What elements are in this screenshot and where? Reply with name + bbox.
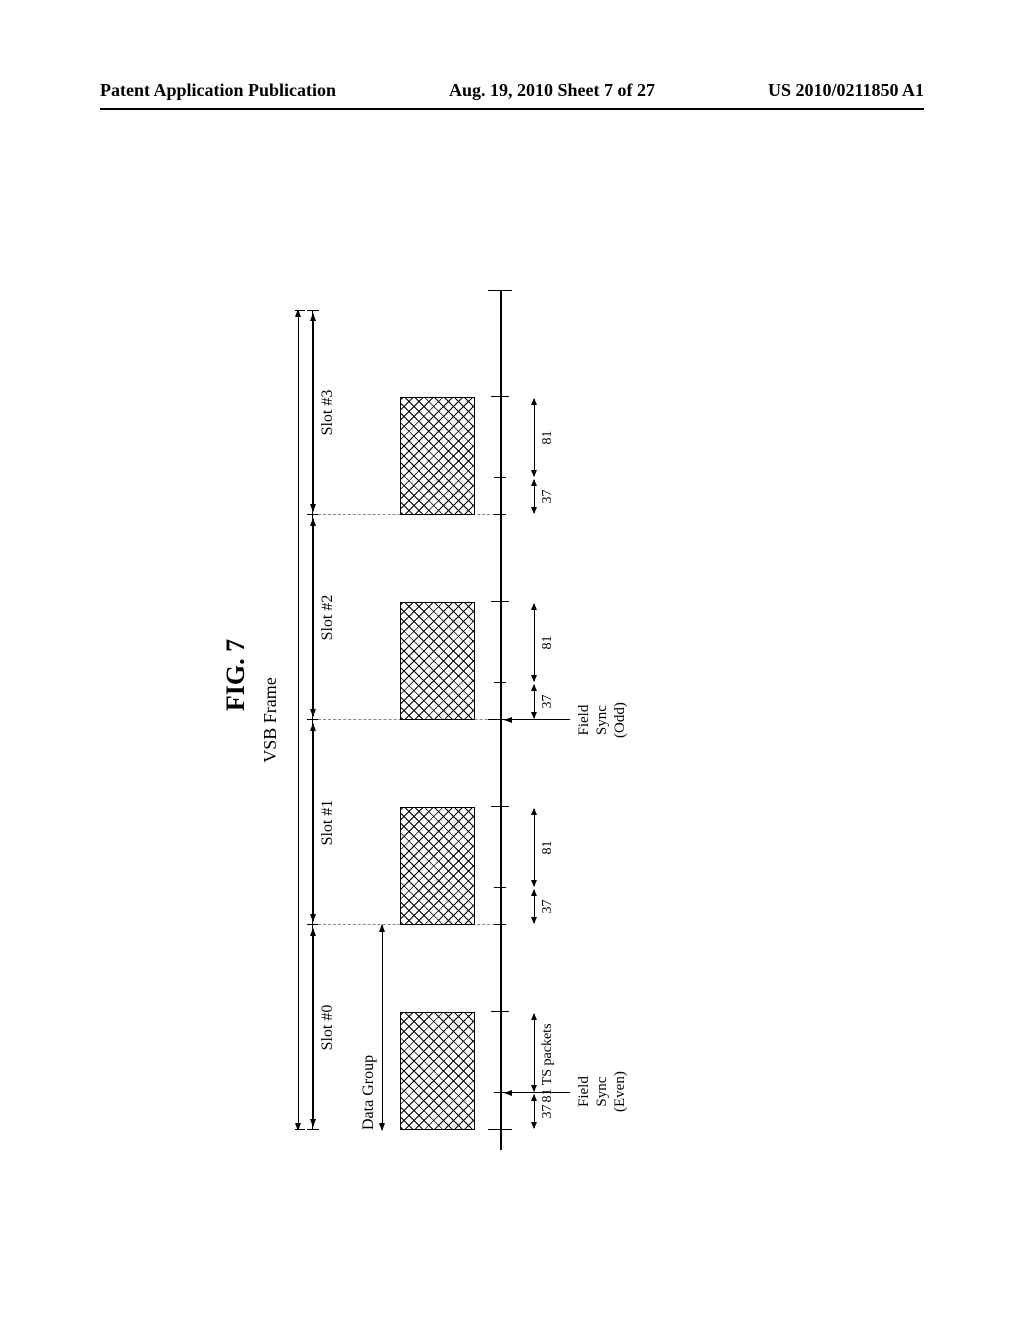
data-block-2 bbox=[400, 602, 475, 720]
dim-label-81-0: 81 TS packets bbox=[540, 1023, 556, 1102]
dim-81-2: 81 bbox=[530, 602, 550, 683]
dim-gap-0 bbox=[530, 925, 550, 1012]
dim-label-81-2: 81 bbox=[540, 636, 556, 650]
gap-1 bbox=[400, 720, 475, 807]
vsb-frame-diagram: VSB Frame Slot #0 Slot #1 Slot #2 bbox=[260, 270, 760, 1170]
vsb-frame-title: VSB Frame bbox=[260, 677, 281, 763]
slot-cell-2: Slot #2 bbox=[312, 515, 340, 720]
dim-gap-1 bbox=[530, 720, 550, 807]
field-sync-even-label: FieldSync(Even) bbox=[575, 1071, 629, 1112]
data-block-3 bbox=[400, 397, 475, 515]
header-center: Aug. 19, 2010 Sheet 7 of 27 bbox=[449, 80, 655, 101]
slot-cell-0: Slot #0 bbox=[312, 925, 340, 1130]
dim-label-37-3: 37 bbox=[540, 490, 556, 504]
gap-2 bbox=[400, 515, 475, 602]
field-sync-odd-arrow bbox=[505, 719, 570, 720]
dim-81-3: 81 bbox=[530, 397, 550, 478]
slot-cell-1: Slot #1 bbox=[312, 720, 340, 925]
data-group-label: Data Group bbox=[360, 1055, 378, 1130]
hatched-row bbox=[400, 310, 475, 1130]
header-right: US 2010/0211850 A1 bbox=[768, 80, 924, 101]
slots-row: Slot #0 Slot #1 Slot #2 Slot #3 bbox=[312, 310, 340, 1130]
field-sync-odd-label: FieldSync(Odd) bbox=[575, 702, 629, 738]
gap-0 bbox=[400, 925, 475, 1012]
slot-label-0: Slot #0 bbox=[319, 1005, 337, 1051]
dim-37-1: 37 bbox=[530, 888, 550, 925]
figure-label: FIG. 7 bbox=[221, 639, 251, 711]
field-sync-even-arrow bbox=[505, 1092, 570, 1093]
data-block-0 bbox=[400, 1012, 475, 1130]
dim-label-81-3: 81 bbox=[540, 431, 556, 445]
slot-cell-3: Slot #3 bbox=[312, 310, 340, 515]
dim-label-37-0: 37 bbox=[540, 1105, 556, 1119]
dim-37-2: 37 bbox=[530, 683, 550, 720]
dim-label-37-1: 37 bbox=[540, 900, 556, 914]
data-group-bracket bbox=[382, 925, 383, 1130]
dim-81-1: 81 bbox=[530, 807, 550, 888]
slot-label-2: Slot #2 bbox=[319, 595, 337, 641]
data-block-1 bbox=[400, 807, 475, 925]
header-divider bbox=[100, 108, 924, 110]
slot-label-1: Slot #1 bbox=[319, 800, 337, 846]
header-left: Patent Application Publication bbox=[100, 80, 336, 101]
frame-bracket bbox=[288, 310, 300, 1130]
dim-81-0: 81 TS packets bbox=[530, 1012, 550, 1093]
dim-37-3: 37 bbox=[530, 478, 550, 515]
dim-label-81-1: 81 bbox=[540, 841, 556, 855]
slot-label-3: Slot #3 bbox=[319, 390, 337, 436]
dim-label-37-2: 37 bbox=[540, 695, 556, 709]
main-axis bbox=[500, 290, 502, 1150]
dimension-row: 37 81 TS packets 37 81 37 bbox=[530, 310, 550, 1130]
patent-header: Patent Application Publication Aug. 19, … bbox=[0, 80, 1024, 101]
diagram-container: VSB Frame Slot #0 Slot #1 Slot #2 bbox=[260, 270, 760, 1170]
dim-gap-2 bbox=[530, 515, 550, 602]
gap-3 bbox=[400, 310, 475, 397]
